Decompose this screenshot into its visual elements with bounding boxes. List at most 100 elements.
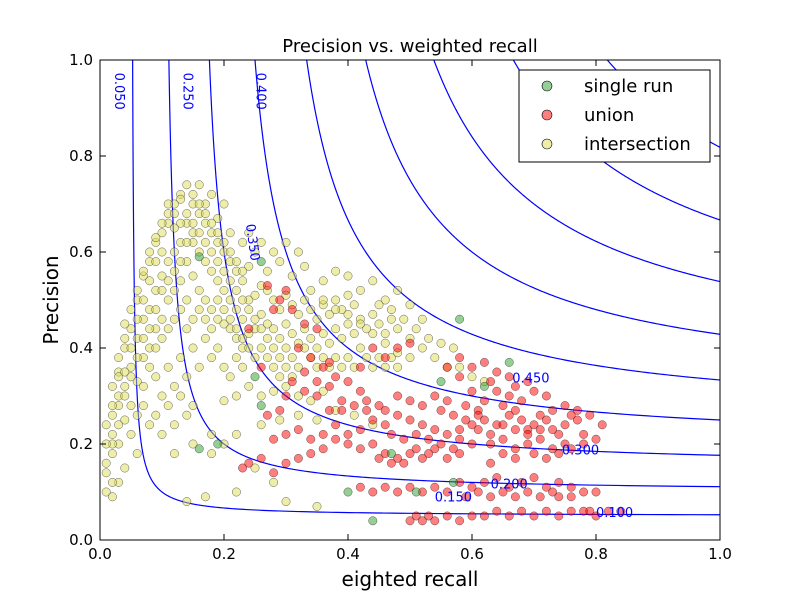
data-point [467, 420, 477, 430]
legend-label-single-run: single run [584, 76, 673, 97]
data-point [207, 429, 217, 439]
data-point [188, 343, 198, 353]
data-point [256, 237, 266, 247]
data-point [145, 420, 155, 430]
data-point [188, 189, 198, 199]
data-point [504, 357, 514, 367]
data-point [107, 401, 117, 411]
data-point [256, 391, 266, 401]
data-point [200, 295, 210, 305]
data-point [225, 314, 235, 324]
data-point [275, 257, 285, 267]
data-point [312, 391, 322, 401]
data-point [163, 257, 173, 267]
data-point [132, 285, 142, 295]
data-point [535, 434, 545, 444]
data-point [287, 353, 297, 363]
data-point [510, 492, 520, 502]
data-point [194, 285, 204, 295]
data-point [225, 372, 235, 382]
data-point [207, 353, 217, 363]
data-point [374, 300, 384, 310]
data-point [405, 300, 415, 310]
data-point [120, 367, 130, 377]
data-point [473, 425, 483, 435]
data-point [312, 501, 322, 511]
data-point [368, 439, 378, 449]
data-point [269, 468, 279, 478]
data-point [393, 324, 403, 334]
data-point [182, 324, 192, 334]
data-point [269, 247, 279, 257]
data-point [287, 271, 297, 281]
data-point [281, 458, 291, 468]
data-point [579, 487, 589, 497]
data-point [114, 420, 124, 430]
data-point [436, 439, 446, 449]
data-point [380, 338, 390, 348]
data-point [405, 396, 415, 406]
data-point [169, 223, 179, 233]
data-point [473, 487, 483, 497]
data-point [393, 343, 403, 353]
data-point [349, 410, 359, 420]
data-point [231, 487, 241, 497]
data-point [566, 482, 576, 492]
data-point [331, 372, 341, 382]
data-point [213, 314, 223, 324]
data-point [343, 429, 353, 439]
data-point [169, 266, 179, 276]
data-point [368, 343, 378, 353]
data-point [132, 449, 142, 459]
data-point [529, 473, 539, 483]
data-point [306, 434, 316, 444]
data-point [145, 247, 155, 257]
data-point [411, 429, 421, 439]
data-point [213, 439, 223, 449]
data-point [312, 324, 322, 334]
data-point [238, 276, 248, 286]
data-point [101, 420, 111, 430]
data-point [417, 314, 427, 324]
data-point [597, 420, 607, 430]
data-point [126, 372, 136, 382]
data-point [554, 449, 564, 459]
data-point [424, 434, 434, 444]
data-point [380, 353, 390, 363]
data-point [362, 324, 372, 334]
data-point [386, 458, 396, 468]
data-point [510, 425, 520, 435]
data-point [355, 425, 365, 435]
data-point [424, 511, 434, 521]
data-point [176, 194, 186, 204]
data-point [213, 343, 223, 353]
data-point [566, 492, 576, 502]
data-point [306, 396, 316, 406]
data-point [231, 353, 241, 363]
data-point [318, 276, 328, 286]
data-point [566, 506, 576, 516]
data-point [244, 381, 254, 391]
data-point [188, 218, 198, 228]
data-point [231, 305, 241, 315]
data-point [126, 362, 136, 372]
data-point [380, 295, 390, 305]
data-point [510, 381, 520, 391]
data-point [541, 391, 551, 401]
data-point [616, 506, 626, 516]
data-point [269, 362, 279, 372]
data-point [331, 324, 341, 334]
data-point [145, 324, 155, 334]
data-point [355, 444, 365, 454]
data-point [256, 362, 266, 372]
data-point [424, 449, 434, 459]
data-point [343, 377, 353, 387]
data-point [120, 391, 130, 401]
data-point [324, 405, 334, 415]
data-point [529, 420, 539, 430]
data-point [157, 285, 167, 295]
data-point [107, 477, 117, 487]
data-point [529, 511, 539, 521]
data-point [157, 218, 167, 228]
data-point [231, 324, 241, 334]
